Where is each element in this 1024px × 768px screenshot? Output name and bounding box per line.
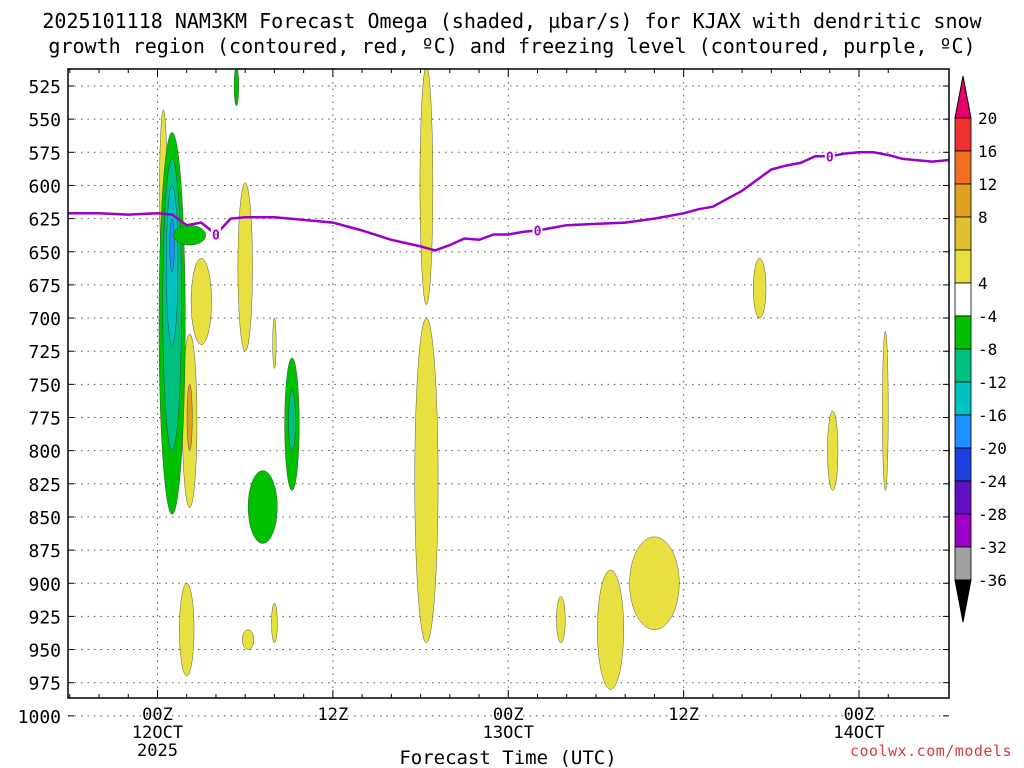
omega-region bbox=[629, 536, 680, 630]
contour-label-bg bbox=[824, 148, 835, 164]
y-tick-label: 800 bbox=[28, 442, 61, 463]
colorbar-segment bbox=[954, 480, 972, 515]
colorbar-segment bbox=[954, 546, 972, 581]
y-tick-label: 675 bbox=[28, 276, 61, 297]
y-tick-label: 825 bbox=[28, 475, 61, 496]
chart-title-line-2: growth region (contoured, red, ºC) and f… bbox=[48, 34, 976, 58]
colorbar-label: -16 bbox=[978, 406, 1007, 425]
x-tick-label: 12Z bbox=[318, 705, 349, 725]
colorbar-segment bbox=[954, 216, 972, 251]
colorbar-label: 4 bbox=[978, 274, 988, 293]
y-tick-label: 875 bbox=[28, 541, 61, 562]
omega-region bbox=[556, 596, 566, 644]
y-tick-label: 650 bbox=[28, 243, 61, 264]
x-tick-label: 12Z bbox=[668, 705, 699, 725]
colorbar-label: -32 bbox=[978, 538, 1007, 557]
x-tick-label: 00Z bbox=[493, 705, 524, 725]
colorbar-label: -36 bbox=[978, 571, 1007, 590]
colorbar-label: 20 bbox=[978, 109, 997, 128]
omega-region bbox=[247, 470, 278, 544]
y-tick-label: 950 bbox=[28, 641, 61, 662]
freezing-level-label: 0 bbox=[534, 225, 542, 240]
omega-region bbox=[753, 258, 767, 319]
chart-title-line-1: 2025101118 NAM3KM Forecast Omega (shaded… bbox=[42, 9, 982, 33]
colorbar-label: 8 bbox=[978, 208, 988, 227]
omega-region bbox=[233, 69, 239, 107]
y-tick-label: 550 bbox=[28, 110, 61, 131]
omega-region bbox=[597, 569, 624, 690]
y-tick-label: 525 bbox=[28, 77, 61, 98]
colorbar-segment bbox=[954, 414, 972, 449]
colorbar: 20 16 12 8 4 -4 -8 -12 -16 -20 -24 -28 -32 -36 bbox=[954, 75, 1007, 623]
colorbar-label: 16 bbox=[978, 142, 997, 161]
y-tick-label: 600 bbox=[28, 176, 61, 197]
x-tick-label: 00Z bbox=[142, 705, 173, 725]
shaded-region-layer bbox=[158, 69, 889, 690]
colorbar-segment bbox=[954, 447, 972, 482]
x-tick-label: 13OCT bbox=[483, 723, 534, 743]
omega-region bbox=[242, 629, 255, 650]
y-tick-label: 775 bbox=[28, 409, 61, 430]
plot-area-background bbox=[68, 69, 949, 698]
y-tick-label: 975 bbox=[28, 674, 61, 695]
grid-layer bbox=[68, 69, 949, 717]
omega-region bbox=[414, 317, 439, 644]
freezing-level-label: 0 bbox=[212, 229, 220, 244]
y-tick-label: 850 bbox=[28, 508, 61, 529]
omega-region bbox=[271, 602, 278, 644]
colorbar-segment bbox=[954, 315, 972, 350]
credit-text: coolwx.com/models bbox=[849, 742, 1012, 760]
colorbar-segment bbox=[954, 381, 972, 416]
omega-region bbox=[419, 69, 434, 305]
colorbar-label: -8 bbox=[978, 340, 997, 359]
colorbar-segment bbox=[954, 150, 972, 185]
y-tick-label: 750 bbox=[28, 375, 61, 396]
colorbar-segment bbox=[954, 513, 972, 548]
colorbar-label: -24 bbox=[978, 472, 1007, 491]
omega-region bbox=[882, 331, 889, 491]
freezing-level-layer: 0 0 0 bbox=[68, 148, 949, 252]
y-tick-label: 900 bbox=[28, 574, 61, 595]
x-tick-label: 14OCT bbox=[833, 723, 884, 743]
colorbar-label: -20 bbox=[978, 439, 1007, 458]
colorbar-label: 12 bbox=[978, 175, 997, 194]
colorbar-segment bbox=[954, 117, 972, 152]
omega-region bbox=[173, 225, 206, 246]
y-tick-label: 725 bbox=[28, 342, 61, 363]
colorbar-segment bbox=[954, 348, 972, 383]
omega-region bbox=[827, 410, 839, 491]
freezing-level-label: 0 bbox=[826, 150, 834, 165]
omega-region bbox=[288, 390, 296, 451]
contour-label-bg bbox=[210, 226, 221, 242]
omega-region bbox=[186, 384, 193, 451]
colorbar-bottom-triangle bbox=[954, 579, 972, 623]
colorbar-segment bbox=[954, 183, 972, 218]
colorbar-top-triangle bbox=[954, 75, 972, 119]
x-axis-label: Forecast Time (UTC) bbox=[399, 747, 616, 768]
y-tick-label: 625 bbox=[28, 210, 61, 231]
omega-region bbox=[237, 182, 253, 352]
y-tick-label: 1000 bbox=[18, 707, 61, 728]
y-axis: 525 550 575 600 625 650 675 700 725 750 775 800 825 8… bbox=[18, 77, 949, 728]
freezing-level-line bbox=[68, 151, 949, 252]
omega-region bbox=[179, 583, 195, 677]
y-tick-label: 575 bbox=[28, 143, 61, 164]
y-tick-label: 700 bbox=[28, 309, 61, 330]
omega-region bbox=[190, 258, 212, 345]
y-tick-label: 925 bbox=[28, 607, 61, 628]
x-tick-label: 2025 bbox=[137, 741, 178, 761]
colorbar-segment bbox=[954, 282, 972, 317]
colorbar-segment bbox=[954, 249, 972, 284]
colorbar-label: -12 bbox=[978, 373, 1007, 392]
colorbar-label: -28 bbox=[978, 505, 1007, 524]
contour-label-bg bbox=[532, 222, 543, 238]
x-tick-label: 12OCT bbox=[132, 723, 183, 743]
x-tick-label: 00Z bbox=[844, 705, 875, 725]
omega-region bbox=[272, 317, 277, 369]
omega-region bbox=[169, 218, 175, 272]
colorbar-label: -4 bbox=[978, 307, 997, 326]
